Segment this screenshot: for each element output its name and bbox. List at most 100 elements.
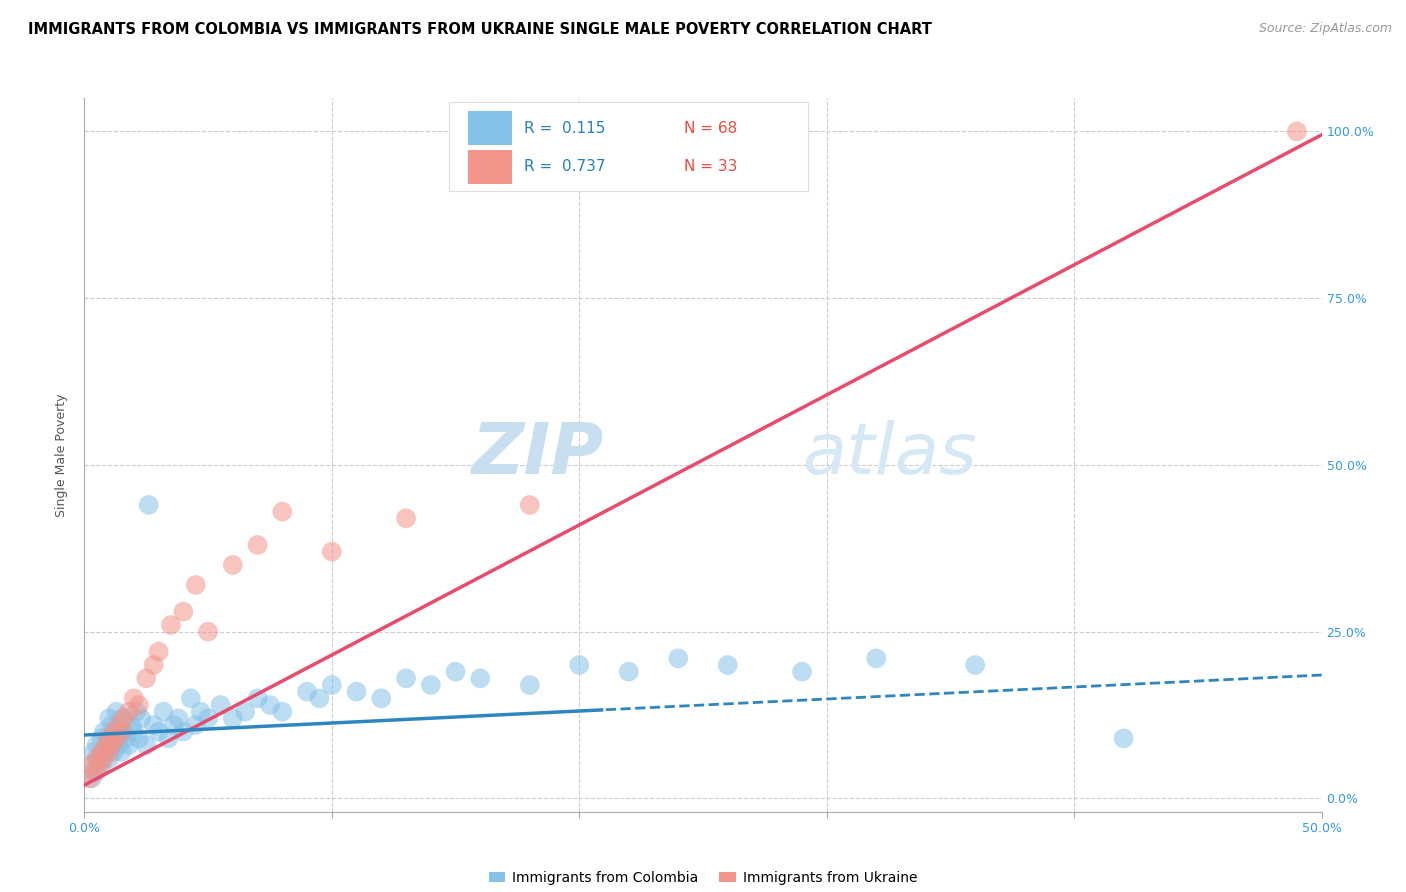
Point xyxy=(865,651,887,665)
Point xyxy=(80,772,103,786)
Point xyxy=(135,738,157,752)
Point xyxy=(98,751,121,765)
Point xyxy=(112,711,135,725)
Point xyxy=(103,745,125,759)
Point xyxy=(89,751,111,765)
Point xyxy=(395,671,418,685)
Point xyxy=(184,578,207,592)
Point xyxy=(370,691,392,706)
Point xyxy=(259,698,281,712)
Point xyxy=(395,511,418,525)
Point xyxy=(90,745,112,759)
Text: ZIP: ZIP xyxy=(472,420,605,490)
Point xyxy=(93,745,115,759)
Point xyxy=(209,698,232,712)
Text: Source: ZipAtlas.com: Source: ZipAtlas.com xyxy=(1258,22,1392,36)
Point xyxy=(190,705,212,719)
FancyBboxPatch shape xyxy=(468,150,512,184)
Point xyxy=(1285,124,1308,138)
Point xyxy=(100,738,122,752)
Point xyxy=(115,731,138,746)
Point xyxy=(110,745,132,759)
Point xyxy=(128,698,150,712)
FancyBboxPatch shape xyxy=(468,112,512,145)
Point xyxy=(321,544,343,558)
Point xyxy=(197,711,219,725)
Point xyxy=(86,738,108,752)
Point xyxy=(167,711,190,725)
Point xyxy=(568,658,591,673)
Point xyxy=(470,671,492,685)
Text: R =  0.737: R = 0.737 xyxy=(523,160,605,174)
Point xyxy=(86,764,108,779)
Point xyxy=(118,738,141,752)
Point xyxy=(135,671,157,685)
Point xyxy=(222,711,245,725)
Point xyxy=(717,658,740,673)
Point xyxy=(346,684,368,698)
Text: R =  0.115: R = 0.115 xyxy=(523,120,605,136)
Point xyxy=(108,738,131,752)
Point xyxy=(148,645,170,659)
Point xyxy=(172,724,194,739)
Text: N = 33: N = 33 xyxy=(685,160,738,174)
Point xyxy=(90,731,112,746)
FancyBboxPatch shape xyxy=(450,102,808,191)
Text: atlas: atlas xyxy=(801,420,977,490)
Text: IMMIGRANTS FROM COLOMBIA VS IMMIGRANTS FROM UKRAINE SINGLE MALE POVERTY CORRELAT: IMMIGRANTS FROM COLOMBIA VS IMMIGRANTS F… xyxy=(28,22,932,37)
Point xyxy=(98,731,121,746)
Y-axis label: Single Male Poverty: Single Male Poverty xyxy=(55,393,69,516)
Point xyxy=(105,731,128,746)
Point xyxy=(152,705,174,719)
Point xyxy=(86,751,108,765)
Text: N = 68: N = 68 xyxy=(685,120,738,136)
Point xyxy=(233,705,256,719)
Point xyxy=(666,651,689,665)
Point xyxy=(79,758,101,772)
Point xyxy=(125,705,148,719)
Point xyxy=(122,691,145,706)
Point xyxy=(80,758,103,772)
Point xyxy=(617,665,640,679)
Point xyxy=(142,658,165,673)
Point xyxy=(100,718,122,732)
Point xyxy=(148,724,170,739)
Point xyxy=(112,724,135,739)
Point xyxy=(271,505,294,519)
Legend: Immigrants from Colombia, Immigrants from Ukraine: Immigrants from Colombia, Immigrants fro… xyxy=(484,865,922,890)
Point xyxy=(98,711,121,725)
Point xyxy=(103,724,125,739)
Point xyxy=(110,711,132,725)
Point xyxy=(965,658,987,673)
Point xyxy=(96,738,118,752)
Point xyxy=(98,745,121,759)
Point xyxy=(444,665,467,679)
Point xyxy=(105,731,128,746)
Point xyxy=(308,691,330,706)
Point xyxy=(197,624,219,639)
Point xyxy=(172,605,194,619)
Point xyxy=(83,745,105,759)
Point xyxy=(129,711,152,725)
Point xyxy=(138,498,160,512)
Point xyxy=(96,738,118,752)
Point xyxy=(295,684,318,698)
Point xyxy=(246,691,269,706)
Point xyxy=(90,758,112,772)
Point xyxy=(93,724,115,739)
Point xyxy=(222,558,245,572)
Point xyxy=(321,678,343,692)
Point xyxy=(180,691,202,706)
Point xyxy=(122,724,145,739)
Point xyxy=(89,758,111,772)
Point xyxy=(271,705,294,719)
Point xyxy=(162,718,184,732)
Point xyxy=(110,724,132,739)
Point xyxy=(160,618,183,632)
Point xyxy=(184,718,207,732)
Point xyxy=(128,731,150,746)
Point xyxy=(79,772,101,786)
Point xyxy=(519,678,541,692)
Point xyxy=(120,718,142,732)
Point xyxy=(142,718,165,732)
